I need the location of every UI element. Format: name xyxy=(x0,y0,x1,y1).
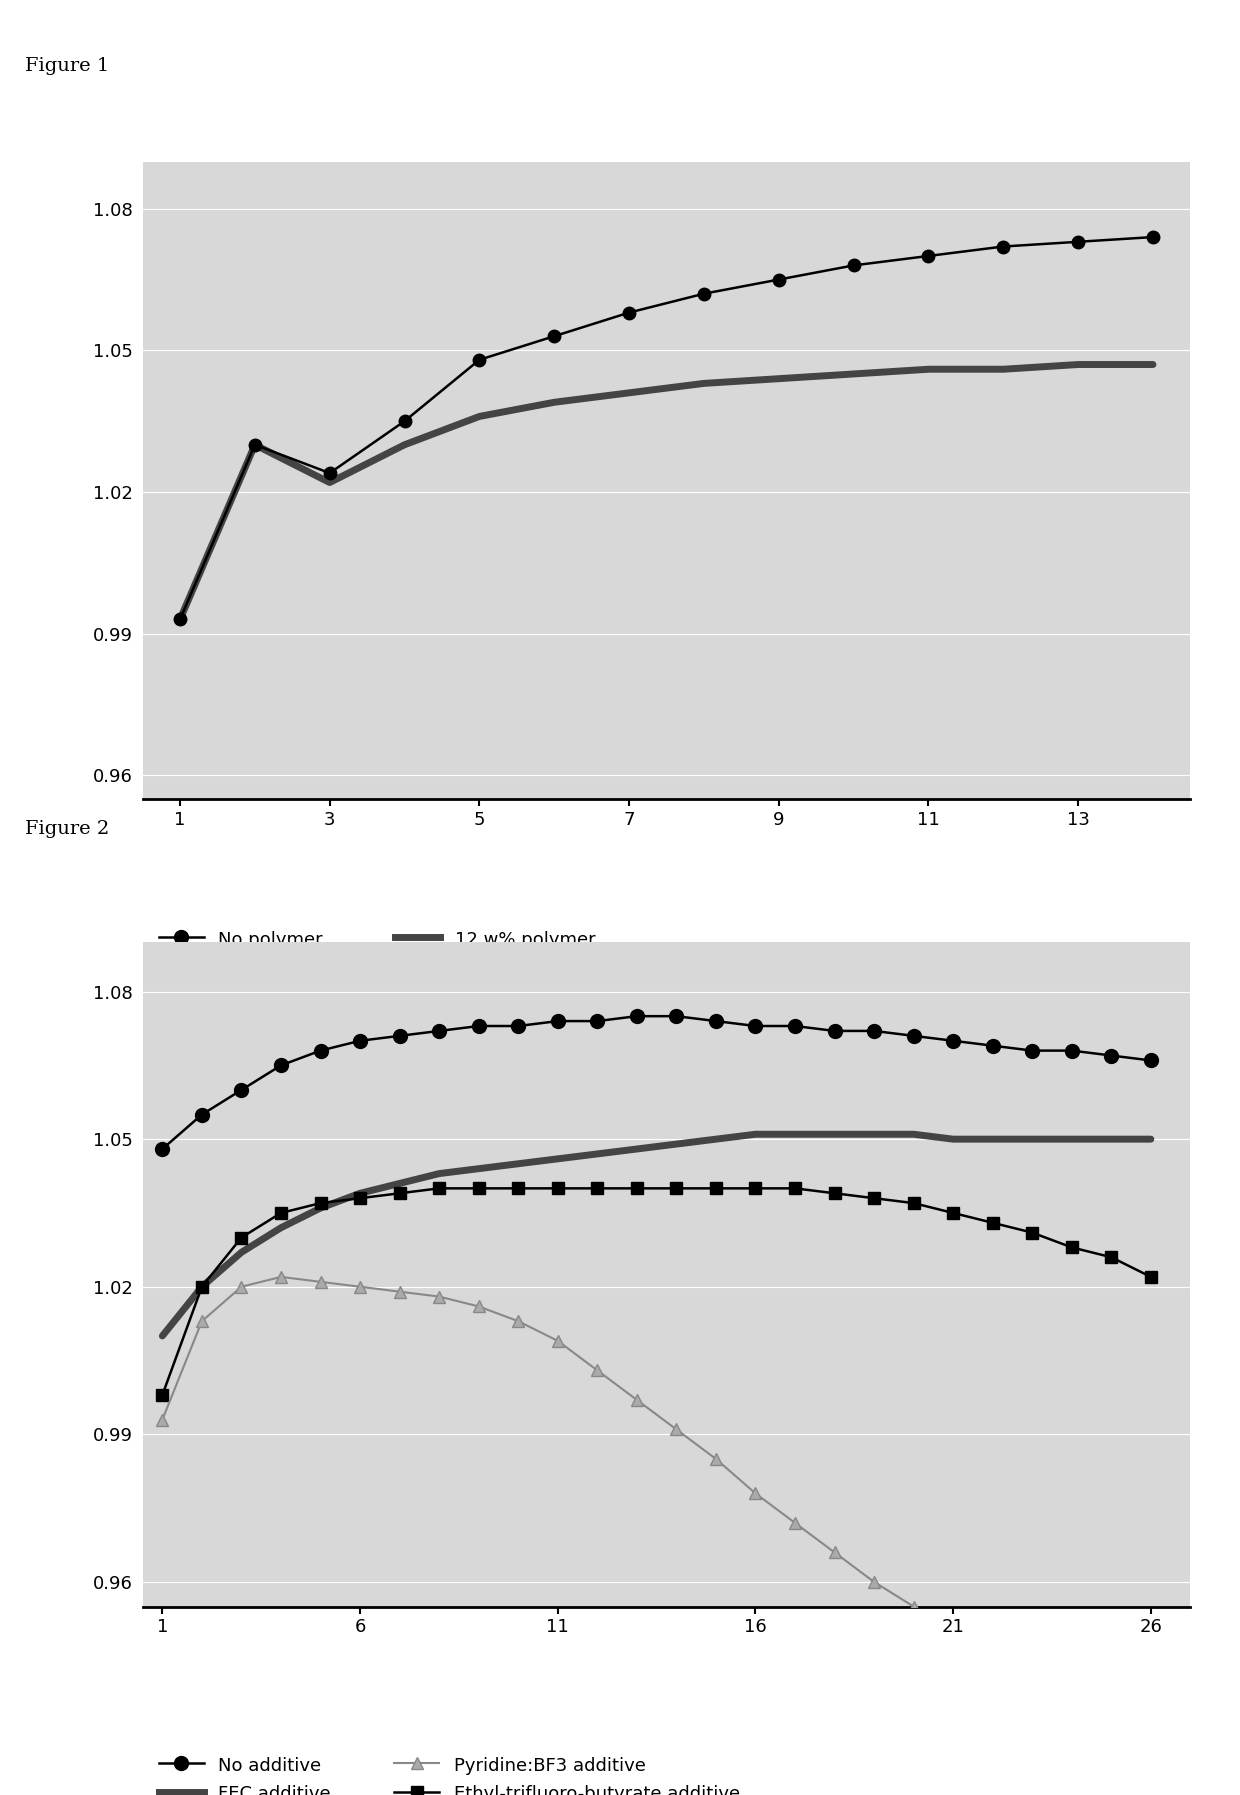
Text: Figure 2: Figure 2 xyxy=(25,820,109,838)
Legend: No polymer, 12 w% polymer: No polymer, 12 w% polymer xyxy=(151,923,603,957)
Legend: No additive, FEC additive, Pyridine:BF3 additive, Ethyl-trifluoro-butyrate addit: No additive, FEC additive, Pyridine:BF3 … xyxy=(151,1748,748,1795)
Text: Figure 1: Figure 1 xyxy=(25,57,109,75)
